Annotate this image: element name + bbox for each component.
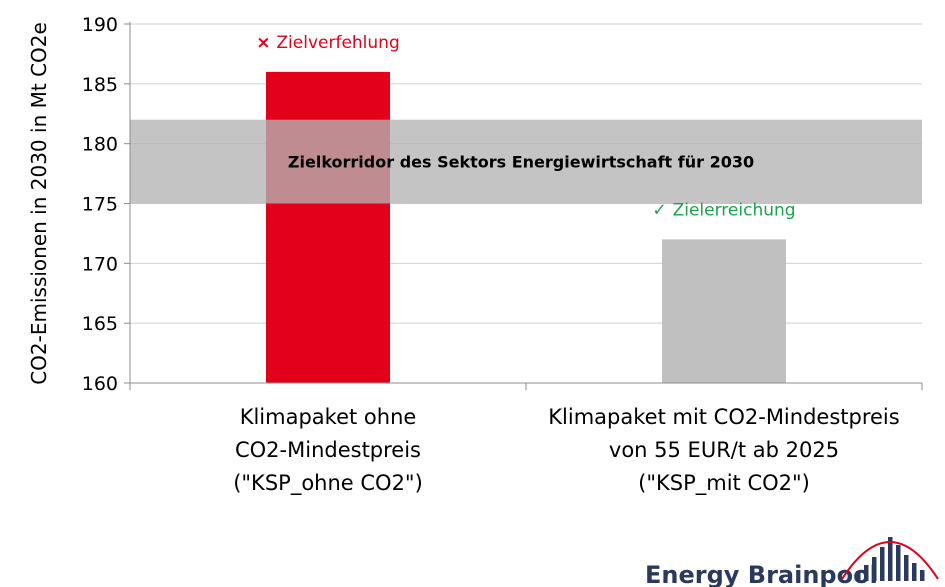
category-label-1: Klimapaket ohne CO2-Mindestpreis ("KSP_ohn… [233, 405, 423, 496]
logo-bar [856, 571, 861, 581]
category-label-2: Klimapaket mit CO2-Mindestpreis von 55 EU… [548, 405, 899, 496]
logo-bars-icon [841, 537, 939, 581]
category-label-line: CO2-Mindestpreis [235, 438, 421, 462]
check-icon: ✓ [652, 200, 672, 220]
category-label-line: von 55 EUR/t ab 2025 [609, 438, 839, 462]
logo-bar [912, 563, 917, 581]
corridor-label: Zielkorridor des Sektors Energiewirtscha… [288, 153, 754, 172]
target-corridor-band [130, 119, 922, 204]
logo-text: Energy Brainpool [645, 561, 878, 587]
energy-brainpool-logo: Energy Brainpool [645, 537, 939, 587]
category-label-line: ("KSP_mit CO2") [638, 471, 810, 496]
y-tick-label: 180 [82, 134, 118, 156]
annotation-text: Zielverfehlung [276, 33, 399, 53]
logo-bar [872, 557, 877, 581]
logo-bar [864, 565, 869, 581]
axes [129, 22, 923, 390]
y-tick-label: 175 [82, 194, 118, 216]
annotations: × Zielverfehlung ✓ Zielerreichung [256, 33, 795, 221]
logo-bar [880, 547, 885, 581]
annotation-1: × Zielverfehlung [256, 33, 400, 53]
category-labels: Klimapaket ohne CO2-Mindestpreis ("KSP_ohn… [233, 405, 900, 496]
cross-icon: × [256, 33, 276, 53]
logo-bar [920, 570, 925, 581]
logo-bar [896, 545, 901, 581]
y-tick-label: 190 [82, 14, 118, 36]
y-tick-label: 160 [82, 373, 118, 395]
y-tick-label: 170 [82, 253, 118, 275]
y-tick-labels: 160 165 170 175 180 185 190 [82, 14, 118, 395]
annotation-text: Zielerreichung [673, 200, 796, 220]
category-label-line: Klimapaket mit CO2-Mindestpreis [548, 405, 899, 429]
category-label-line: Klimapaket ohne [240, 405, 417, 429]
logo-bar [904, 555, 909, 581]
logo-arc [841, 541, 939, 580]
y-tick-label: 165 [82, 313, 118, 335]
annotation-2: ✓ Zielerreichung [652, 200, 795, 220]
bar-1 [266, 71, 390, 383]
category-label-line: ("KSP_ohne CO2") [233, 471, 423, 496]
y-axis-label: CO2-Emissionen in 2030 in Mt CO2e [27, 22, 51, 385]
logo-bar [888, 537, 893, 581]
bar-2 [662, 239, 786, 383]
y-tick-label: 185 [82, 74, 118, 96]
bars [266, 71, 786, 383]
